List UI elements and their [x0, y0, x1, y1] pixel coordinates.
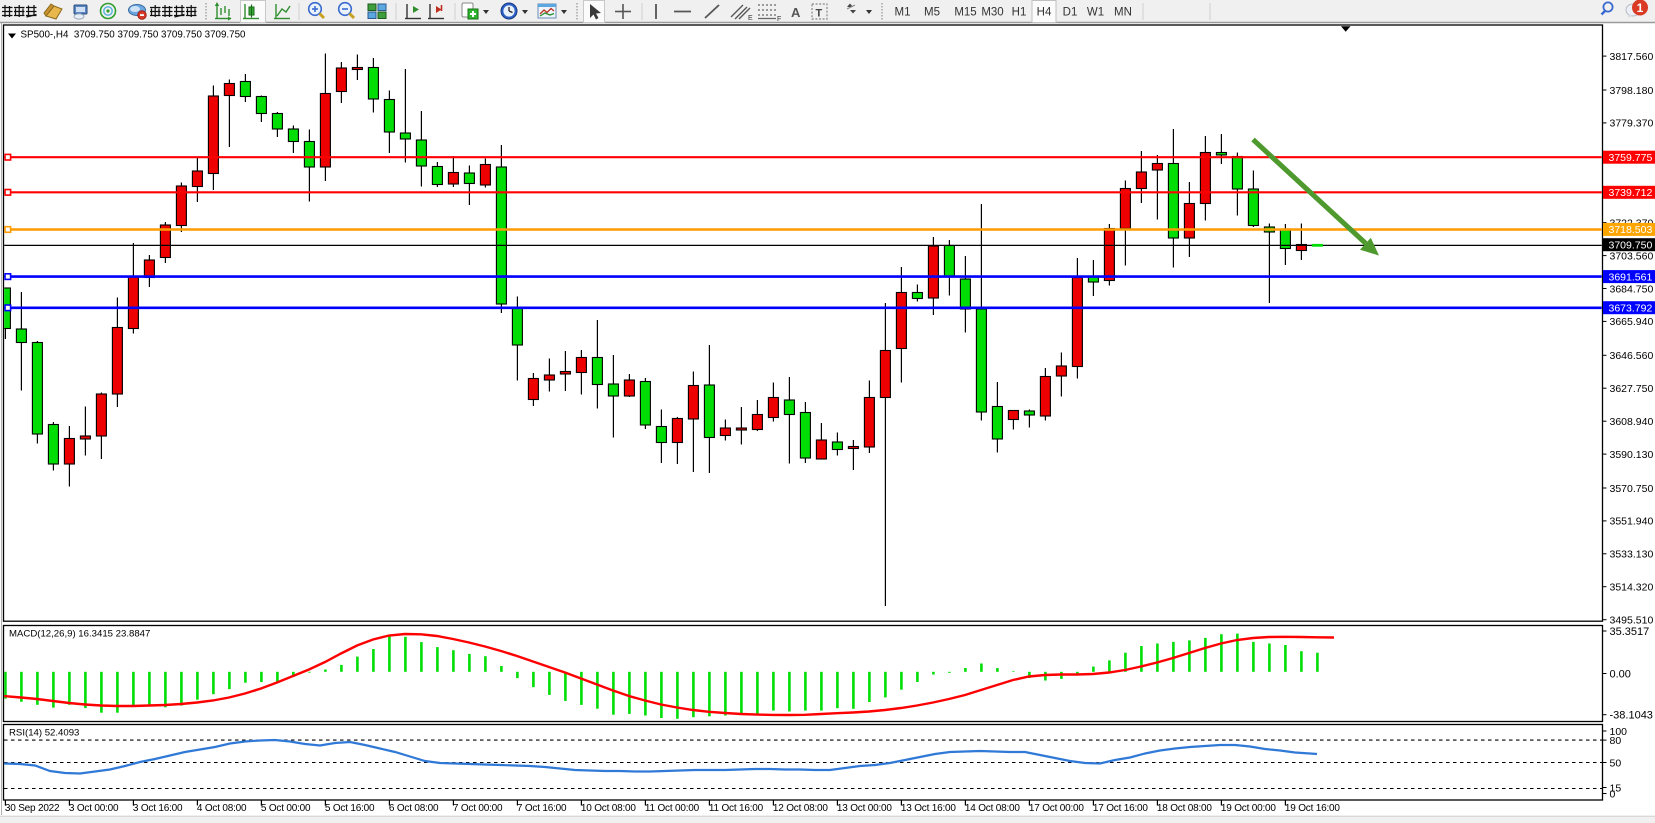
svg-text:T: T [816, 8, 823, 20]
svg-text:A: A [791, 5, 801, 20]
svg-text:RSI(14) 52.4093: RSI(14) 52.4093 [9, 728, 79, 739]
svg-text:80: 80 [1610, 735, 1622, 747]
svg-text:11 Oct 00:00: 11 Oct 00:00 [645, 803, 700, 814]
svg-text:30 Sep 2022: 30 Sep 2022 [5, 803, 60, 814]
svg-text:3691.561: 3691.561 [1609, 271, 1653, 283]
svg-text:M1: M1 [895, 7, 911, 19]
svg-text:19 Oct 00:00: 19 Oct 00:00 [1221, 803, 1276, 814]
svg-text:3703.560: 3703.560 [1610, 250, 1654, 262]
svg-text:MN: MN [1114, 7, 1132, 19]
svg-text:3817.560: 3817.560 [1610, 51, 1654, 63]
svg-text:4 Oct 08:00: 4 Oct 08:00 [197, 803, 247, 814]
svg-text:3551.940: 3551.940 [1610, 516, 1654, 528]
svg-text:3709.750: 3709.750 [1609, 240, 1653, 252]
svg-text:M5: M5 [924, 7, 940, 19]
svg-text:100: 100 [1610, 726, 1628, 738]
svg-text:W1: W1 [1087, 7, 1104, 19]
svg-text:3 Oct 00:00: 3 Oct 00:00 [69, 803, 119, 814]
svg-text:12 Oct 08:00: 12 Oct 08:00 [773, 803, 828, 814]
svg-text:19 Oct 16:00: 19 Oct 16:00 [1285, 803, 1340, 814]
svg-text:14 Oct 08:00: 14 Oct 08:00 [965, 803, 1020, 814]
svg-text:3646.560: 3646.560 [1610, 350, 1654, 362]
svg-text:3779.370: 3779.370 [1610, 118, 1654, 130]
svg-text:11 Oct 16:00: 11 Oct 16:00 [709, 803, 764, 814]
svg-text:3627.750: 3627.750 [1610, 383, 1654, 395]
svg-text:F: F [777, 16, 781, 23]
svg-text:3665.940: 3665.940 [1610, 316, 1654, 328]
svg-text:35.3517: 35.3517 [1610, 626, 1650, 638]
svg-text:3608.940: 3608.940 [1610, 416, 1654, 428]
svg-text:3514.320: 3514.320 [1610, 582, 1654, 594]
svg-text:0.00: 0.00 [1610, 669, 1631, 681]
svg-text:MACD(12,26,9) 16.3415 23.8847: MACD(12,26,9) 16.3415 23.8847 [9, 629, 150, 640]
svg-text:3 Oct 16:00: 3 Oct 16:00 [133, 803, 183, 814]
svg-text:10 Oct 08:00: 10 Oct 08:00 [581, 803, 636, 814]
svg-text:3684.750: 3684.750 [1610, 283, 1654, 295]
svg-text:0: 0 [1610, 788, 1616, 800]
svg-text:7 Oct 16:00: 7 Oct 16:00 [517, 803, 567, 814]
svg-text:1: 1 [1637, 1, 1644, 15]
svg-text:-38.1043: -38.1043 [1610, 710, 1653, 722]
svg-text:H4: H4 [1037, 7, 1052, 19]
svg-text:3759.775: 3759.775 [1609, 152, 1653, 164]
svg-text:M30: M30 [981, 7, 1003, 19]
svg-text:13 Oct 16:00: 13 Oct 16:00 [901, 803, 956, 814]
svg-text:D1: D1 [1063, 7, 1078, 19]
svg-text:6 Oct 08:00: 6 Oct 08:00 [389, 803, 439, 814]
svg-text:13 Oct 00:00: 13 Oct 00:00 [837, 803, 892, 814]
svg-text:3673.792: 3673.792 [1609, 303, 1653, 315]
svg-text:5 Oct 16:00: 5 Oct 16:00 [325, 803, 375, 814]
svg-text:17 Oct 00:00: 17 Oct 00:00 [1029, 803, 1084, 814]
svg-text:17 Oct 16:00: 17 Oct 16:00 [1093, 803, 1148, 814]
svg-text:3718.503: 3718.503 [1609, 224, 1653, 236]
svg-text:M15: M15 [954, 7, 976, 19]
svg-text:7 Oct 00:00: 7 Oct 00:00 [453, 803, 503, 814]
svg-text:3533.130: 3533.130 [1610, 549, 1654, 561]
svg-text:E: E [748, 15, 753, 22]
svg-text:50: 50 [1610, 757, 1622, 769]
svg-text:3570.750: 3570.750 [1610, 483, 1654, 495]
svg-text:5 Oct 00:00: 5 Oct 00:00 [261, 803, 311, 814]
svg-text:3739.712: 3739.712 [1609, 187, 1653, 199]
svg-text:18 Oct 08:00: 18 Oct 08:00 [1157, 803, 1212, 814]
svg-text:3590.130: 3590.130 [1610, 449, 1654, 461]
svg-text:3798.180: 3798.180 [1610, 85, 1654, 97]
svg-text:15: 15 [1610, 782, 1622, 794]
svg-text:3495.510: 3495.510 [1610, 615, 1654, 627]
svg-text:SP500-,H4 3709.750 3709.750 3: SP500-,H4 3709.750 3709.750 3709.750 370… [21, 30, 247, 41]
svg-text:H1: H1 [1012, 7, 1027, 19]
